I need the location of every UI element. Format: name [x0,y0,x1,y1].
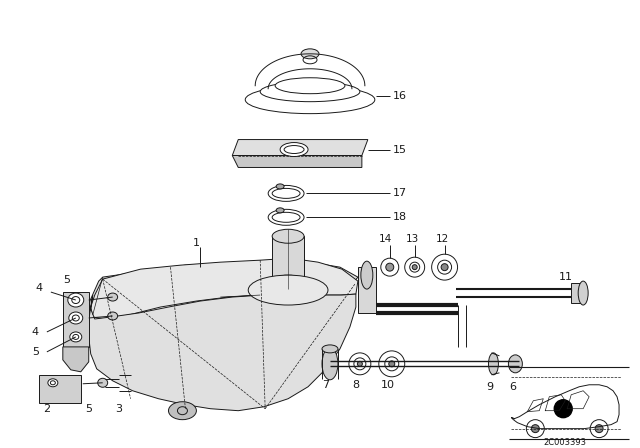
Ellipse shape [379,351,404,377]
Ellipse shape [349,353,371,375]
Ellipse shape [388,361,395,367]
Text: 7: 7 [323,380,330,390]
Text: 14: 14 [379,234,392,244]
Ellipse shape [98,378,108,387]
Polygon shape [232,140,368,155]
Text: 4: 4 [35,283,42,293]
Ellipse shape [272,189,300,198]
Text: 13: 13 [406,234,419,244]
Text: 10: 10 [381,380,395,390]
Polygon shape [63,347,89,372]
Ellipse shape [280,142,308,156]
Text: 15: 15 [393,145,407,155]
Text: 3: 3 [115,404,122,414]
Ellipse shape [68,293,84,307]
Text: 16: 16 [393,90,407,101]
Ellipse shape [404,257,425,277]
Ellipse shape [431,254,458,280]
Ellipse shape [70,332,82,342]
Bar [276,243,304,281]
Ellipse shape [260,82,360,102]
Bar [358,267,376,313]
Ellipse shape [248,275,328,305]
Text: 18: 18 [393,212,407,222]
Ellipse shape [386,263,394,271]
Text: 9: 9 [486,382,493,392]
Text: 2C003393: 2C003393 [544,438,587,447]
Polygon shape [232,155,362,168]
Text: 8: 8 [353,380,360,390]
Ellipse shape [272,275,304,289]
Ellipse shape [357,362,362,366]
Ellipse shape [260,272,320,294]
Ellipse shape [168,402,196,420]
Ellipse shape [301,49,319,59]
Ellipse shape [410,262,420,272]
Ellipse shape [385,357,399,371]
Text: 11: 11 [559,272,573,282]
Text: 5: 5 [85,404,92,414]
Ellipse shape [322,345,338,353]
Bar [63,292,89,347]
Ellipse shape [488,353,499,375]
Text: 17: 17 [393,189,407,198]
Polygon shape [89,294,356,411]
Ellipse shape [108,312,118,320]
Ellipse shape [245,86,375,114]
Circle shape [554,400,572,418]
Polygon shape [91,258,358,319]
Ellipse shape [526,420,544,438]
Text: 2: 2 [44,404,51,414]
Ellipse shape [276,275,304,287]
Bar [39,375,81,403]
Text: 5: 5 [32,347,39,357]
Ellipse shape [438,260,452,274]
Bar [572,283,583,303]
Ellipse shape [595,425,603,433]
Ellipse shape [268,185,304,201]
Ellipse shape [590,420,608,438]
Text: 12: 12 [436,234,449,244]
Ellipse shape [68,312,83,324]
Ellipse shape [381,258,399,276]
Ellipse shape [276,237,304,249]
Ellipse shape [276,184,284,189]
Ellipse shape [354,358,366,370]
Bar [272,236,304,282]
Ellipse shape [578,281,588,305]
Text: 4: 4 [32,327,39,337]
Ellipse shape [441,264,448,271]
Ellipse shape [275,78,345,94]
Ellipse shape [412,265,417,270]
Ellipse shape [268,209,304,225]
Text: 1: 1 [193,238,200,248]
Ellipse shape [276,208,284,213]
Ellipse shape [272,212,300,222]
Ellipse shape [361,261,373,289]
Ellipse shape [48,379,58,387]
Ellipse shape [322,348,338,380]
Text: 5: 5 [63,275,70,285]
Ellipse shape [531,425,540,433]
Ellipse shape [508,355,522,373]
Text: 6: 6 [509,382,516,392]
Ellipse shape [272,229,304,243]
Polygon shape [91,259,358,319]
Ellipse shape [108,293,118,301]
